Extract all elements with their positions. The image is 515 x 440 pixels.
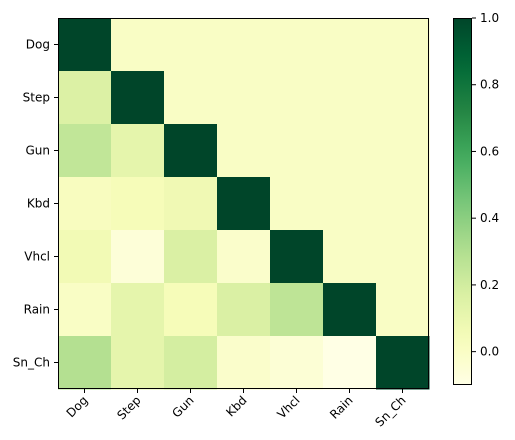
y-tick-label: Kbd [27,197,50,211]
x-tick-label: Rain [327,393,356,422]
heatmap-cell [323,71,377,125]
heatmap-cell [270,124,324,178]
heatmap-cell [270,18,324,72]
heatmap-cells [58,18,430,390]
heatmap-cell [270,230,324,284]
y-tick-label: Step [23,91,50,105]
y-tick-label: Rain [24,303,50,317]
heatmap-cell [111,230,165,284]
heatmap-cell [376,18,430,72]
heatmap-cell [323,124,377,178]
x-axis-ticks: Dog Step Gun Kbd Vhcl Rain Sn_Ch [64,389,409,429]
x-tick-label: Step [114,393,143,422]
heatmap-cell [376,230,430,284]
heatmap-cell [164,71,218,125]
heatmap-cell [58,177,112,231]
heatmap-cell [58,336,112,390]
heatmap-cell [164,230,218,284]
heatmap-cell [111,177,165,231]
heatmap-cell [111,71,165,125]
heatmap-cell [111,124,165,178]
heatmap-cell [376,71,430,125]
heatmap-cell [376,177,430,231]
y-tick-label: Dog [26,38,50,52]
y-tick-label: Sn_Ch [13,356,50,370]
heatmap-cell [217,283,271,337]
heatmap-cell [217,71,271,125]
x-tick-label: Sn_Ch [372,393,408,429]
heatmap-cell [164,177,218,231]
heatmap-cell [58,71,112,125]
heatmap-cell [376,124,430,178]
heatmap-cell [217,230,271,284]
heatmap-cell [217,336,271,390]
colorbar-tick-label: 0.6 [480,144,499,158]
colorbar-tick-label: 0.8 [480,78,499,92]
heatmap-cell [164,283,218,337]
plot-frame [58,18,429,389]
heatmap-cell [376,283,430,337]
heatmap-cell [270,283,324,337]
heatmap-cell [58,124,112,178]
x-tick-label: Dog [64,393,91,420]
heatmap-cell [58,18,112,72]
heatmap-cell [323,177,377,231]
x-tick-label: Vhcl [275,393,303,421]
heatmap-cell [164,336,218,390]
x-tick-label: Kbd [223,393,249,419]
colorbar: 0.0 0.2 0.4 0.6 0.8 1.0 [453,11,499,385]
heatmap-cell [217,177,271,231]
colorbar-tick-label: 1.0 [480,11,499,25]
y-tick-label: Gun [25,144,50,158]
heatmap-cell [323,230,377,284]
y-tick-label: Vhcl [24,250,50,264]
colorbar-frame [453,18,472,385]
heatmap-cell [111,18,165,72]
heatmap-cell [217,18,271,72]
heatmap-cell [111,336,165,390]
heatmap-cell [217,124,271,178]
x-tick-label: Gun [169,393,196,420]
heatmap-cell [376,336,430,390]
heatmap-cell [164,18,218,72]
heatmap-cell [323,336,377,390]
heatmap-cell [323,283,377,337]
heatmap-cell [270,336,324,390]
heatmap-cell [164,124,218,178]
colorbar-tick-label: 0.2 [480,278,499,292]
heatmap-cell [270,71,324,125]
colorbar-gradient [453,18,472,385]
heatmap-cell [270,177,324,231]
y-axis-ticks: Dog Step Gun Kbd Vhcl Rain Sn_Ch [13,38,58,370]
heatmap-cell [323,18,377,72]
colorbar-ticks: 0.0 0.2 0.4 0.6 0.8 1.0 [472,11,499,359]
colorbar-tick-label: 0.4 [480,211,499,225]
heatmap-cell [58,230,112,284]
colorbar-tick-label: 0.0 [480,345,499,359]
heatmap-cell [111,283,165,337]
heatmap-cell [58,283,112,337]
